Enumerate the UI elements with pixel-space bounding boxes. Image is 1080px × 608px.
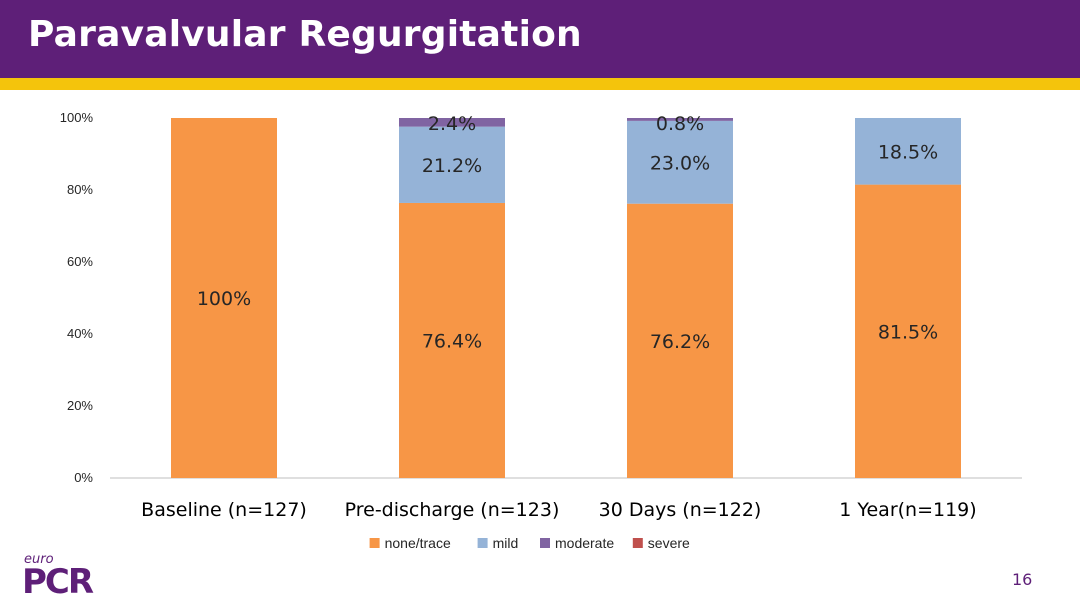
legend-label: severe	[648, 535, 690, 551]
legend-swatch	[540, 538, 550, 548]
x-category-label: Pre-discharge (n=123)	[345, 499, 560, 521]
y-tick-label: 0%	[74, 470, 93, 485]
x-category-label: Baseline (n=127)	[141, 499, 307, 521]
bar-segment-none-trace	[399, 202, 505, 478]
x-category-label: 30 Days (n=122)	[599, 499, 762, 521]
data-label: 81.5%	[878, 321, 938, 343]
data-label: 18.5%	[878, 141, 938, 163]
data-label: 2.4%	[428, 113, 476, 135]
y-tick-label: 60%	[67, 254, 93, 269]
legend-swatch	[369, 538, 380, 548]
legend-label: mild	[493, 535, 519, 551]
page-number: 16	[1012, 570, 1033, 589]
x-category-label: 1 Year(n=119)	[839, 499, 976, 521]
stacked-bar-chart: 0% 20% 40% 60% 80% 100% 100% Baseline (n=127) 76…	[60, 110, 1022, 551]
logo-small-text: euro	[24, 552, 54, 567]
europcr-logo: euro PCR	[22, 552, 102, 604]
bar-segment-none-trace	[627, 203, 733, 478]
logo-main-text: PCR	[22, 562, 94, 602]
legend-label: none/trace	[385, 535, 451, 551]
bar-segment-none-trace	[855, 184, 961, 478]
data-label: 76.2%	[650, 331, 710, 353]
legend-label: moderate	[555, 535, 614, 551]
slide-header: Paravalvular Regurgitation	[0, 0, 1080, 78]
y-tick-label: 20%	[67, 398, 93, 413]
legend-swatch	[477, 538, 488, 548]
data-label: 21.2%	[422, 155, 482, 177]
data-label: 23.0%	[650, 152, 710, 174]
data-label: 100%	[197, 288, 251, 310]
y-tick-label: 80%	[67, 182, 93, 197]
data-label: 76.4%	[422, 330, 482, 352]
bar-segment-mild	[627, 120, 733, 204]
bar-segment-none-trace	[171, 118, 277, 478]
bar-segment-moderate	[399, 118, 505, 127]
slide-title: Paravalvular Regurgitation	[28, 14, 582, 55]
bar-segment-mild	[399, 126, 505, 203]
header-stripe	[0, 78, 1080, 90]
y-tick-label: 100%	[60, 110, 94, 125]
bar-segment-mild	[855, 118, 961, 185]
y-tick-label: 40%	[67, 326, 93, 341]
data-label: 0.8%	[656, 113, 704, 135]
legend-swatch	[632, 538, 643, 548]
bar-segment-moderate	[627, 118, 733, 121]
